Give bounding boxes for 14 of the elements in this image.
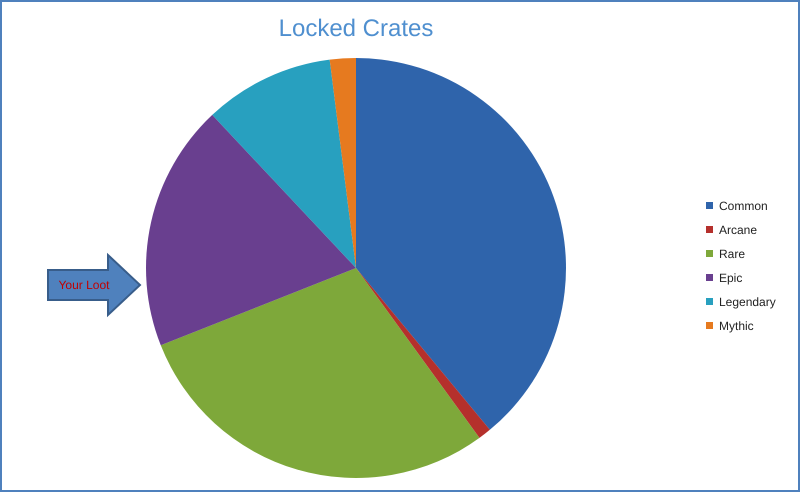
pie-slice — [146, 114, 356, 346]
legend-label: Rare — [719, 247, 746, 261]
legend-label: Legendary — [719, 295, 776, 309]
legend-label: Arcane — [719, 223, 758, 237]
pie-slice — [356, 58, 566, 430]
pie-slice — [356, 268, 490, 438]
text: Your Loot — [58, 278, 110, 292]
pie-slice — [160, 268, 480, 478]
legend-label: Mythic — [719, 319, 754, 333]
pie-slice — [330, 58, 356, 268]
legend-label: Epic — [719, 271, 742, 285]
legend-label: Common — [719, 199, 768, 213]
chart-title: Locked Crates — [278, 15, 434, 42]
pie-slice — [212, 60, 356, 268]
